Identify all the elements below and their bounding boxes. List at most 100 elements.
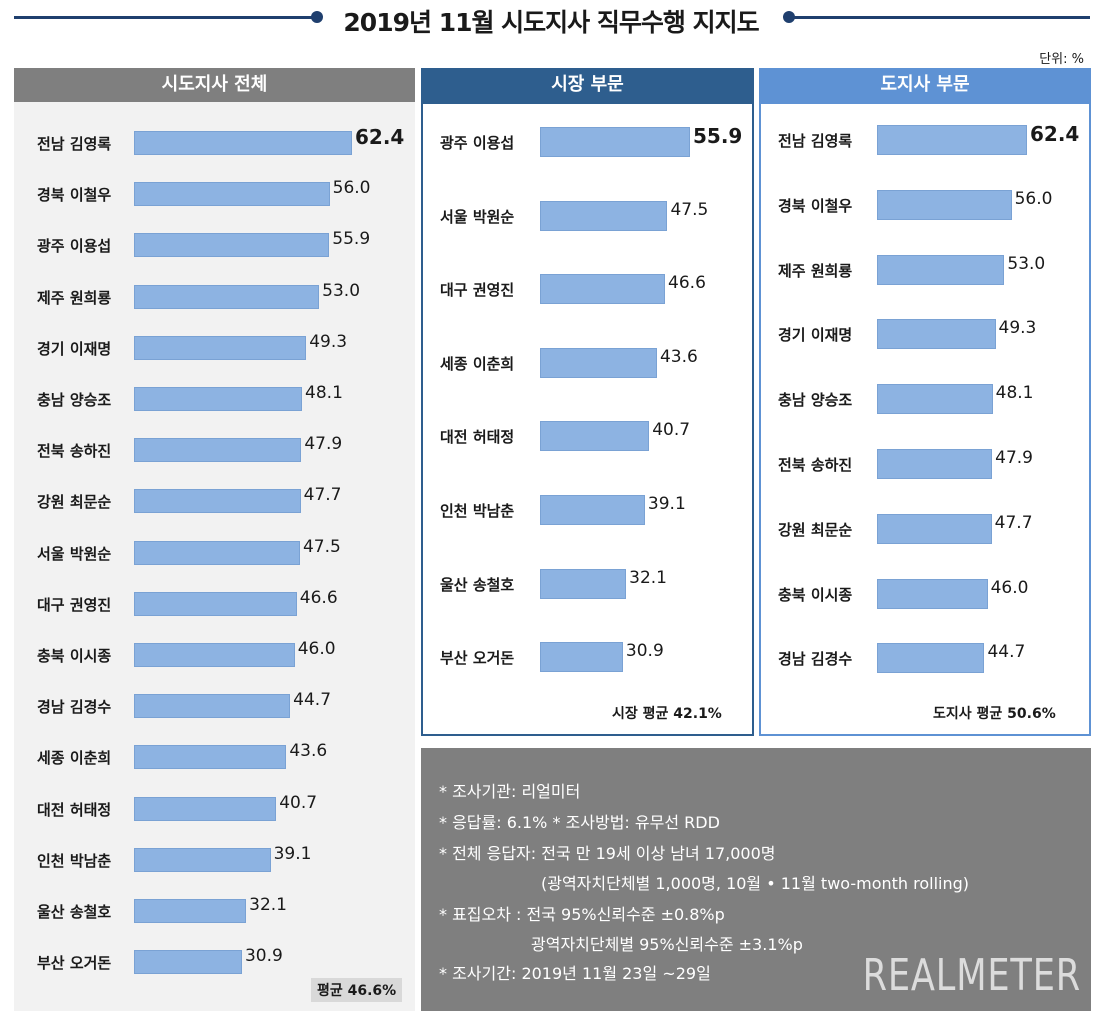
bar <box>877 125 1027 155</box>
value-label: 46.0 <box>297 639 336 659</box>
category-label: 대전 허태정 <box>440 428 515 447</box>
bar <box>877 254 1005 285</box>
value-label: 30.9 <box>244 946 283 967</box>
category-label: 강원 최문순 <box>37 493 112 512</box>
bar <box>540 421 650 452</box>
bar <box>134 745 287 770</box>
category-label: 울산 송철호 <box>37 903 112 921</box>
category-label: 인천 박남춘 <box>440 502 515 520</box>
bar <box>877 384 993 415</box>
value-label: 47.9 <box>304 434 343 455</box>
value-label: 32.1 <box>249 895 287 915</box>
value-label: 47.5 <box>302 536 341 557</box>
bar <box>134 643 295 667</box>
category-label: 충북 이시종 <box>37 647 112 665</box>
category-label: 서울 박원순 <box>440 207 515 226</box>
value-label: 46.6 <box>299 587 338 608</box>
unit-label: 단위: % <box>1039 52 1084 67</box>
value-label: 32.1 <box>629 567 667 588</box>
category-label: 전북 송하진 <box>37 442 112 461</box>
bar <box>877 578 988 609</box>
category-label: 경기 이재명 <box>778 326 853 345</box>
chart-title: 2019년 11월 시도지사 직무수행 지지도 <box>343 8 759 37</box>
title-line-right <box>790 16 1090 19</box>
category-label: 경북 이철우 <box>37 186 112 205</box>
value-label: 46.6 <box>668 273 706 294</box>
category-label: 세종 이춘희 <box>440 354 515 373</box>
category-label: 강원 최문순 <box>778 520 853 539</box>
value-label: 49.3 <box>998 318 1037 339</box>
value-label: 40.7 <box>279 792 318 813</box>
category-label: 서울 박원순 <box>37 544 112 563</box>
bar <box>134 899 247 923</box>
category-label: 충북 이시종 <box>778 585 853 604</box>
category-label: 대구 권영진 <box>37 595 112 614</box>
category-label: 부산 오거돈 <box>440 649 515 668</box>
bar <box>134 438 302 463</box>
header-governor: 도지사 부문 <box>759 68 1091 102</box>
category-label: 제주 원희룡 <box>37 288 112 307</box>
bar <box>134 489 301 514</box>
bar <box>877 513 992 544</box>
bar <box>134 847 271 872</box>
value-label: 46.0 <box>990 577 1029 598</box>
bar <box>877 449 993 479</box>
note-period: * 조사기간: 2019년 11월 23일 ~29일 <box>439 964 711 983</box>
category-label: 전남 김영록 <box>37 135 112 153</box>
value-label: 53.0 <box>1007 253 1046 274</box>
value-label: 39.1 <box>273 843 312 864</box>
value-label: 47.7 <box>994 512 1033 533</box>
title-dot-right <box>783 11 795 23</box>
value-label: 47.7 <box>303 485 342 506</box>
bar <box>134 591 297 616</box>
value-label: 53.0 <box>322 280 361 301</box>
bar <box>540 127 690 157</box>
bar <box>877 319 996 350</box>
category-label: 울산 송철호 <box>440 575 515 594</box>
note-agency: * 조사기관: 리얼미터 <box>439 782 581 801</box>
category-label: 전남 김영록 <box>778 132 853 150</box>
value-label: 55.9 <box>693 124 743 148</box>
bar <box>134 796 277 821</box>
category-label: 대구 권영진 <box>440 281 515 300</box>
panel-mayor <box>421 102 754 736</box>
value-label: 39.1 <box>647 494 686 514</box>
category-label: 전북 송하진 <box>778 456 853 474</box>
bar <box>877 643 985 674</box>
category-label: 경기 이재명 <box>37 339 112 358</box>
bar <box>134 540 300 565</box>
category-label: 광주 이용섭 <box>440 134 515 152</box>
bar <box>134 694 291 719</box>
bar <box>134 131 352 155</box>
value-label: 47.9 <box>995 448 1033 468</box>
value-label: 44.7 <box>293 690 332 711</box>
category-label: 충남 양승조 <box>37 391 112 409</box>
category-label: 부산 오거돈 <box>37 954 112 973</box>
bar <box>540 347 657 378</box>
survey-notes: * 조사기관: 리얼미터 * 응답률: 6.1% * 조사방법: 유무선 RDD… <box>421 748 1091 1011</box>
note-sampling-error: * 표집오차 : 전국 95%신뢰수준 ±0.8%p <box>439 905 725 924</box>
realmeter-logo: REALMETER <box>862 950 1081 1001</box>
bar <box>540 642 623 673</box>
note-respondents: * 전체 응답자: 전국 만 19세 이상 남녀 17,000명 <box>439 844 776 863</box>
category-label: 대전 허태정 <box>37 800 112 819</box>
header-all: 시도지사 전체 <box>14 68 415 102</box>
header-mayor: 시장 부문 <box>421 68 754 102</box>
bar <box>134 387 303 411</box>
value-label: 43.6 <box>289 741 328 762</box>
value-label: 49.3 <box>309 331 348 352</box>
note-sampling-error-detail: 광역자치단체별 95%신뢰수준 ±3.1%p <box>531 935 803 954</box>
bar <box>134 182 330 207</box>
avg-mayor: 시장 평균 42.1% <box>612 706 722 722</box>
value-label: 48.1 <box>305 383 343 403</box>
value-label: 40.7 <box>652 420 691 441</box>
category-label: 경남 김경수 <box>778 650 853 669</box>
category-label: 광주 이용섭 <box>37 237 112 256</box>
bar <box>540 568 627 599</box>
value-label: 56.0 <box>1014 188 1053 209</box>
value-label: 56.0 <box>332 178 371 199</box>
avg-governor: 도지사 평균 50.6% <box>933 706 1056 722</box>
value-label: 44.7 <box>987 642 1026 663</box>
value-label: 47.5 <box>670 199 709 220</box>
category-label: 제주 원희룡 <box>778 261 853 280</box>
